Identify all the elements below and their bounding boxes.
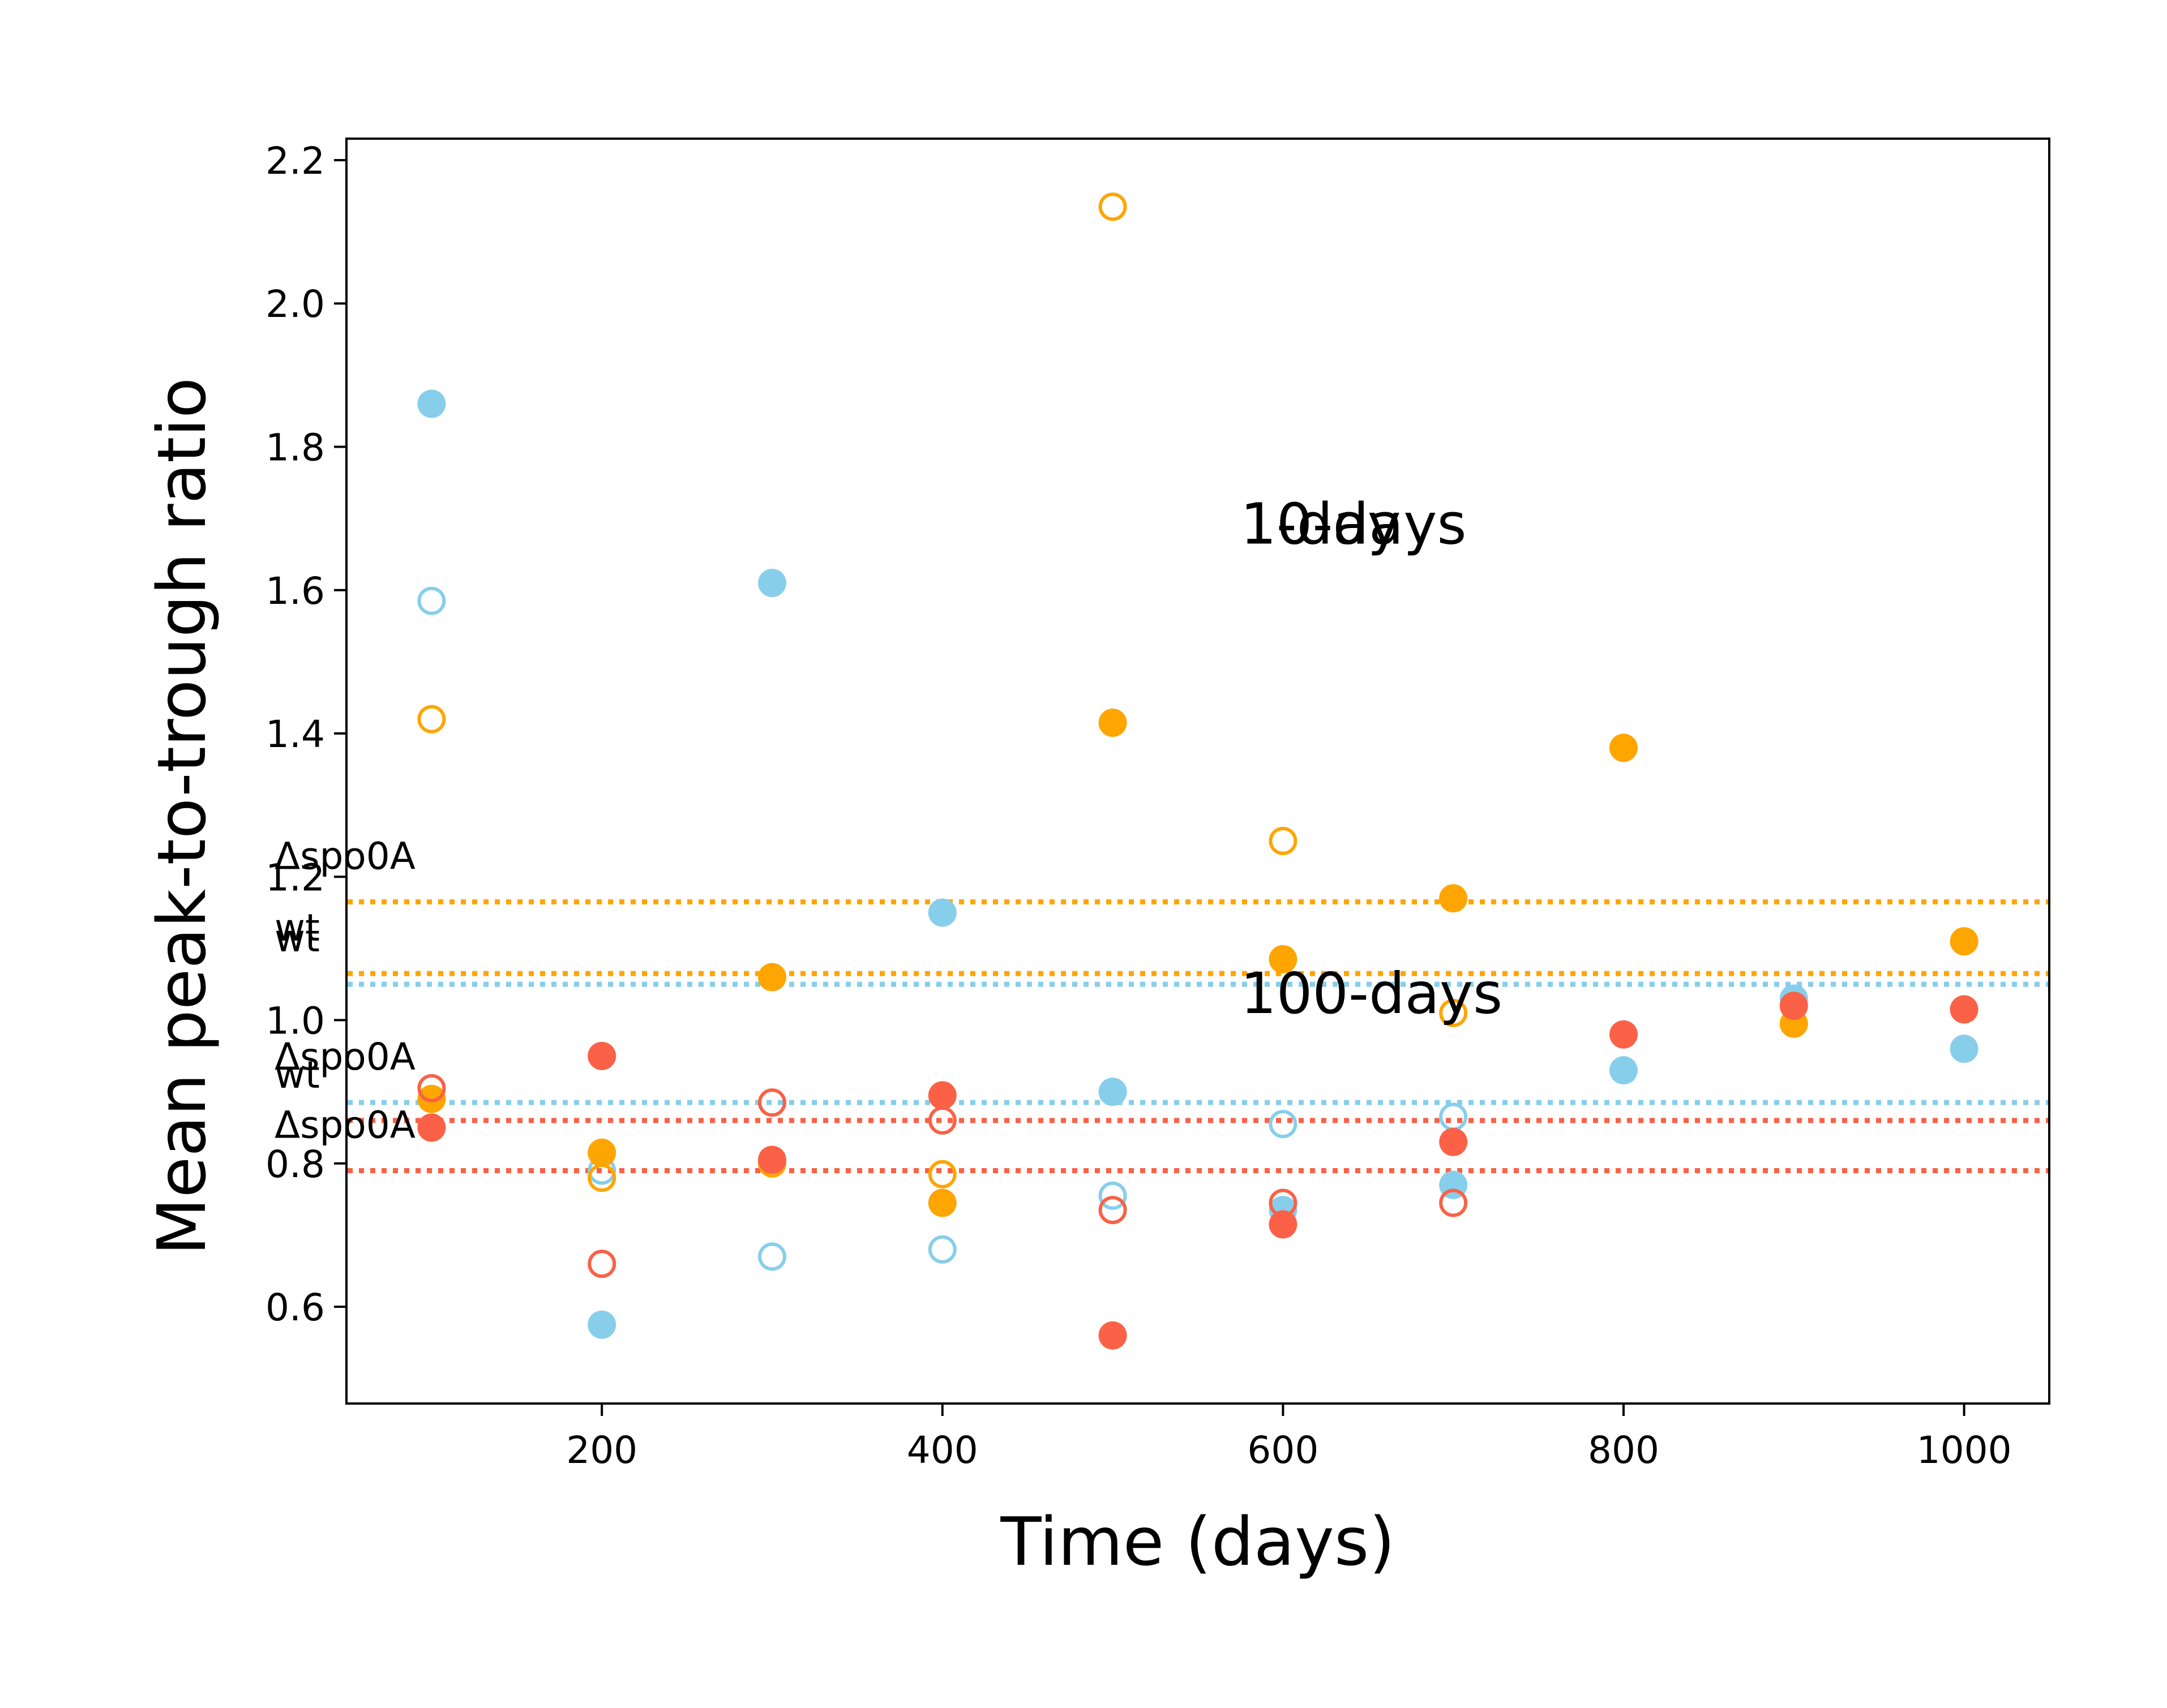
x-axis-label: Time (days) <box>1000 1503 1395 1581</box>
data-point-orange-open-6 <box>1439 998 1468 1027</box>
data-point-blue-filled-1 <box>588 1310 616 1339</box>
data-point-orange-filled-1 <box>588 1138 616 1167</box>
data-point-red-filled-4 <box>1098 1321 1127 1350</box>
y-tick-label: 0.6 <box>265 1286 325 1329</box>
data-point-orange-filled-3 <box>928 1188 957 1217</box>
data-point-red-filled-5 <box>1269 1210 1297 1239</box>
data-point-orange-open-1 <box>588 1164 616 1192</box>
x-tick-label: 600 <box>1247 1428 1318 1472</box>
annotation-1: 1-day <box>1240 491 1401 557</box>
reference-line-label-3: Δspo0A <box>275 1035 416 1079</box>
y-tick-label: 2.0 <box>265 282 325 326</box>
x-tick-label: 400 <box>907 1428 978 1472</box>
data-point-red-open-1 <box>588 1250 616 1278</box>
data-point-red-open-5 <box>1269 1188 1297 1217</box>
data-point-orange-filled-5 <box>1269 945 1297 973</box>
data-point-blue-filled-3 <box>928 898 957 927</box>
data-point-red-open-3 <box>928 1106 957 1135</box>
data-point-orange-filled-9 <box>1950 927 1978 956</box>
y-tick-label: 1.2 <box>265 856 325 899</box>
data-point-red-filled-1 <box>588 1041 616 1070</box>
y-tick-label: 2.2 <box>265 139 325 183</box>
reference-line-label-0: Δspo0A <box>275 835 416 878</box>
x-tick-label: 800 <box>1588 1428 1659 1472</box>
data-point-orange-open-4 <box>1098 192 1127 221</box>
data-point-blue-open-3 <box>928 1235 957 1264</box>
reference-line-label-1: wt <box>275 906 320 950</box>
data-point-blue-filled-9 <box>1950 1035 1978 1063</box>
data-point-red-open-6 <box>1439 1188 1468 1217</box>
x-axis-ticks: 200 400 600 800 1000 <box>566 1404 2012 1472</box>
data-point-orange-filled-6 <box>1439 884 1468 913</box>
data-point-red-open-4 <box>1098 1196 1127 1225</box>
data-point-red-filled-8 <box>1779 992 1808 1020</box>
data-point-blue-filled-0 <box>417 389 446 418</box>
data-point-red-filled-7 <box>1609 1020 1638 1049</box>
x-tick-label: 1000 <box>1917 1428 2012 1472</box>
annotation-2: 100-days <box>1240 960 1502 1027</box>
data-point-orange-filled-2 <box>758 963 786 992</box>
y-tick-label: 0.8 <box>265 1143 325 1186</box>
annotation-0: 10-days <box>1240 491 1466 557</box>
plot-frame <box>345 138 2050 1405</box>
data-point-red-filled-3 <box>928 1081 957 1110</box>
x-tick-label: 200 <box>566 1428 637 1472</box>
y-axis-label: Mean peak-to-trough ratio <box>143 377 221 1255</box>
y-tick-label: 1.8 <box>265 426 325 470</box>
data-point-red-open-0 <box>417 1074 446 1102</box>
data-point-red-open-2 <box>758 1088 786 1117</box>
y-tick-label: 1.4 <box>265 713 325 756</box>
data-point-red-filled-9 <box>1950 995 1978 1024</box>
data-point-orange-open-3 <box>928 1160 957 1188</box>
y-axis-ticks: 0.6 0.8 1.0 1.2 1.4 1.6 1.8 2.0 2.2 <box>265 139 346 1329</box>
data-point-red-filled-0 <box>417 1113 446 1142</box>
data-point-blue-filled-2 <box>758 569 786 598</box>
data-point-orange-filled-7 <box>1609 733 1638 762</box>
data-point-blue-open-5 <box>1269 1110 1297 1139</box>
data-markers <box>417 192 1978 1350</box>
reference-line-label-4: wt <box>275 1053 320 1097</box>
data-point-orange-open-5 <box>1269 826 1297 855</box>
data-point-orange-filled-4 <box>1098 709 1127 737</box>
data-point-red-filled-6 <box>1439 1127 1468 1156</box>
data-point-orange-filled-0 <box>417 1084 446 1113</box>
y-tick-label: 1.0 <box>265 999 325 1043</box>
data-point-blue-open-2 <box>758 1242 786 1271</box>
y-tick-label: 1.6 <box>265 569 325 613</box>
reference-line-label-5: Δspo0A <box>275 1103 416 1147</box>
reference-lines <box>348 899 2048 1173</box>
data-point-blue-filled-4 <box>1098 1078 1127 1106</box>
data-point-red-filled-2 <box>758 1145 786 1174</box>
data-point-blue-open-4 <box>1098 1181 1127 1210</box>
data-point-blue-open-0 <box>417 586 446 615</box>
data-point-blue-filled-7 <box>1609 1056 1638 1085</box>
data-point-orange-open-0 <box>417 705 446 733</box>
reference-line-label-2: wt <box>275 917 320 960</box>
